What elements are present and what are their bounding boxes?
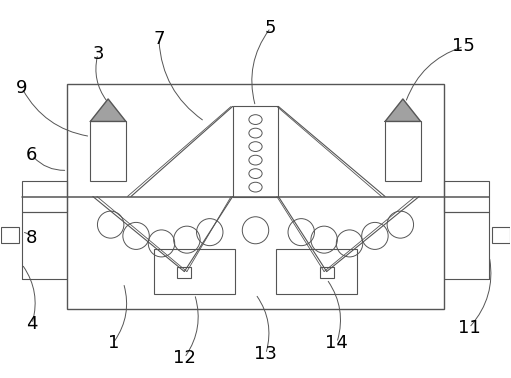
Text: 14: 14 (326, 334, 349, 352)
Text: 1: 1 (107, 334, 119, 352)
Text: 5: 5 (265, 19, 276, 37)
Polygon shape (90, 99, 126, 121)
Bar (276, 249, 357, 294)
Bar (233, 107, 278, 197)
Text: 3: 3 (92, 45, 104, 63)
Text: 8: 8 (26, 229, 38, 247)
Text: 15: 15 (452, 37, 475, 56)
Text: 6: 6 (26, 146, 38, 164)
Bar (385, 121, 421, 181)
Bar (90, 121, 126, 181)
Bar (444, 181, 489, 212)
Bar (154, 249, 235, 294)
Bar (320, 267, 334, 278)
Text: 13: 13 (254, 345, 277, 363)
Bar (22, 181, 67, 212)
Text: 12: 12 (173, 349, 196, 367)
Bar (2, 226, 19, 243)
Bar (492, 226, 509, 243)
Text: 4: 4 (26, 315, 38, 333)
Polygon shape (385, 99, 421, 121)
Bar (67, 84, 444, 309)
Text: 11: 11 (457, 319, 480, 337)
Text: 7: 7 (153, 30, 165, 48)
Bar (177, 267, 191, 278)
Text: 9: 9 (16, 79, 28, 97)
